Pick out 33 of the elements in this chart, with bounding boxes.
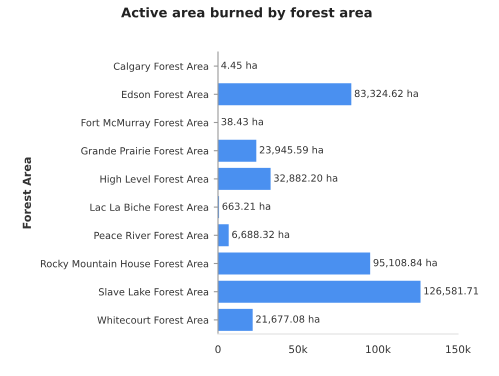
data-label: 6,688.32 ha [232, 230, 290, 240]
data-label: 23,945.59 ha [260, 146, 323, 155]
data-label: 663.21 ha [222, 202, 270, 210]
y-tick-label: Grande Prairie Forest Area [81, 147, 208, 155]
bar [218, 224, 229, 246]
y-tick-label: Edson Forest Area [122, 90, 208, 98]
x-tick-label: 150k [446, 345, 471, 354]
data-label: 4.45 ha [221, 61, 257, 69]
data-label: 32,882.20 ha [274, 174, 338, 183]
y-tick-label: Calgary Forest Area [114, 62, 208, 72]
y-tick-label: High Level Forest Area [100, 175, 208, 185]
y-tick-label: Peace River Forest Area [94, 232, 208, 240]
x-tick-label: 50k [289, 345, 308, 354]
bar [218, 280, 421, 303]
bar [218, 252, 370, 274]
chart-title: Active area burned by forest area [121, 7, 372, 20]
y-axis-title: Forest Area [22, 158, 32, 228]
y-tick-label: Slave Lake Forest Area [98, 288, 208, 296]
data-label: 83,324.62 ha [354, 90, 418, 98]
data-label: 38.43 ha [222, 118, 263, 126]
y-tick-label: Rocky Mountain House Forest Area [40, 260, 208, 270]
bar [218, 308, 253, 331]
y-tick-label: Whitecourt Forest Area [97, 316, 208, 324]
data-label: 21,677.08 ha [256, 315, 320, 324]
bar [218, 140, 256, 162]
data-label: 95,108.84 ha [374, 258, 437, 268]
x-tick-label: 0 [215, 345, 221, 354]
bar [218, 168, 271, 190]
y-tick-label: Fort McMurray Forest Area [82, 119, 208, 128]
y-tick-label: Lac La Biche Forest Area [90, 203, 208, 211]
data-label: 126,581.71 [424, 287, 478, 296]
bar [218, 83, 352, 106]
x-tick-label: 100k [366, 345, 391, 354]
